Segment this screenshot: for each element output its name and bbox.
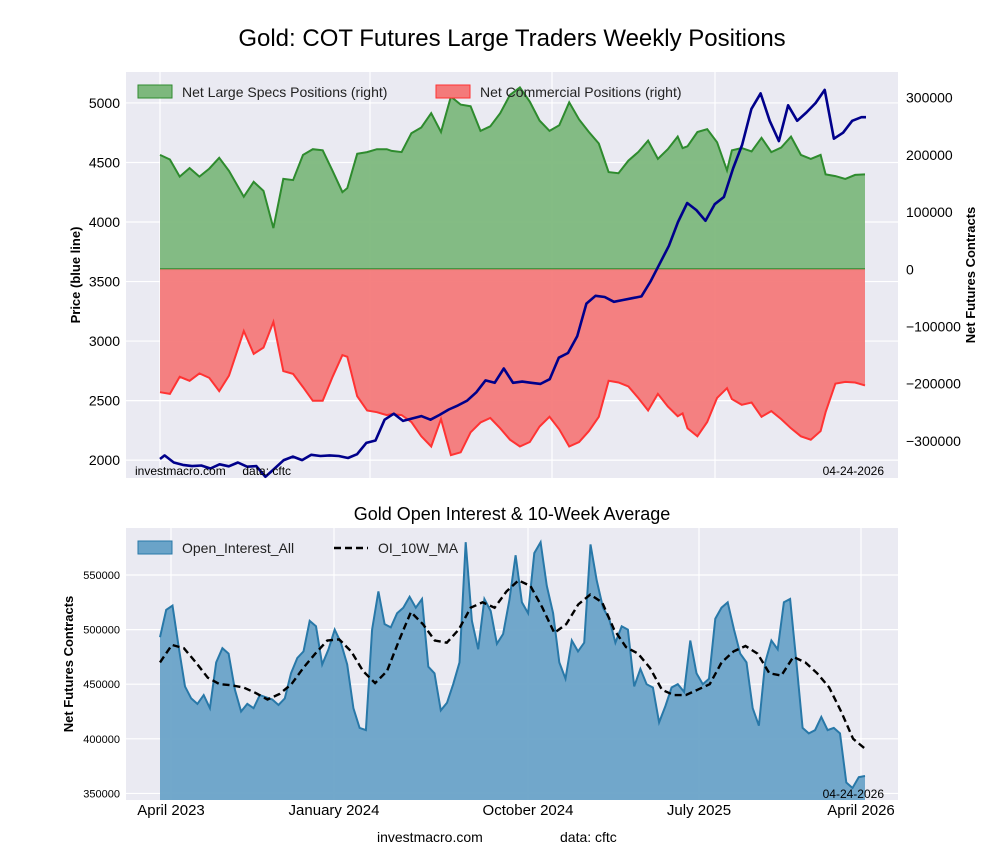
bottom-y-tick-label-2: 450000 [83,679,120,691]
footer-site: investmacro.com [377,829,483,845]
footer-source: data: cftc [560,829,617,845]
top-footer-left: investmacro.com data: cftc [135,464,291,478]
bottom-x-tick-label-2: October 2024 [483,802,574,819]
bottom-x-tick-label-1: January 2024 [289,802,380,819]
top-footer-date: 04-24-2026 [823,464,885,478]
top-legend: Net Large Specs Positions (right) Net Co… [137,84,682,100]
bottom-legend: Open_Interest_All OI_10W_MA [137,540,459,556]
bottom-x-tick-label-0: April 2023 [137,802,205,819]
top-right-axis-ticks: −300000 −200000 −100000 0 100000 200000 300000 [906,90,961,449]
left-tick-label-6: 5000 [89,95,120,111]
right-axis-label: Net Futures Contracts [963,207,978,344]
bottom-y-axis-label: Net Futures Contracts [61,596,76,733]
right-tick-label-2: −100000 [906,318,961,334]
oi-10w-ma-line [159,578,866,750]
legend-swatch-commercial [435,84,471,99]
right-tick-label-5: 200000 [906,147,953,163]
bottom-y-axis-ticks: 350000 400000 450000 500000 550000 [83,570,120,800]
right-tick-label-1: −200000 [906,376,961,392]
legend-label-commercial: Net Commercial Positions (right) [480,84,682,100]
net-large-specs-area [160,87,865,270]
left-axis-label: Price (blue line) [68,227,83,324]
left-tick-label-0: 2000 [89,452,120,468]
bottom-y-tick-label-3: 500000 [83,625,120,637]
open-interest-line [159,539,866,790]
bottom-y-tick-label-4: 550000 [83,570,120,582]
bottom-chart-title: Gold Open Interest & 10-Week Average [354,504,671,524]
bottom-x-axis-ticks: April 2023 January 2024 October 2024 July 2… [137,802,895,819]
bottom-x-tick-label-4: April 2026 [827,802,895,819]
top-panel: 2000 2500 3000 3500 4000 4500 5000 −300000 −200… [68,72,978,479]
net-commercial-line [159,318,866,457]
top-left-axis-ticks: 2000 2500 3000 3500 4000 4500 5000 [89,95,120,468]
right-tick-label-6: 300000 [906,90,953,106]
left-tick-label-4: 4000 [89,214,120,230]
figure-title: Gold: COT Futures Large Traders Weekly P… [238,25,785,52]
legend-swatch-specs [137,84,173,99]
net-commercial-area [160,269,865,456]
left-tick-label-5: 4500 [89,154,120,170]
right-tick-label-3: 0 [906,261,914,277]
legend-label-specs: Net Large Specs Positions (right) [182,84,387,100]
right-tick-label-4: 100000 [906,204,953,220]
left-tick-label-3: 3500 [89,274,120,290]
legend-swatch-oi [137,540,173,555]
bottom-panel: 350000 400000 450000 500000 550000 April 202… [61,528,898,819]
legend-label-ma: OI_10W_MA [378,540,459,556]
left-tick-label-2: 3000 [89,333,120,349]
bottom-footer-date: 04-24-2026 [823,787,885,801]
price-line [159,88,866,479]
bottom-y-tick-label-0: 350000 [83,788,120,800]
bottom-x-tick-label-3: July 2025 [667,802,731,819]
legend-label-oi: Open_Interest_All [182,540,294,556]
left-tick-label-1: 2500 [89,393,120,409]
right-tick-label-0: −300000 [906,433,961,449]
open-interest-area [160,542,865,800]
bottom-y-tick-label-1: 400000 [83,734,120,746]
